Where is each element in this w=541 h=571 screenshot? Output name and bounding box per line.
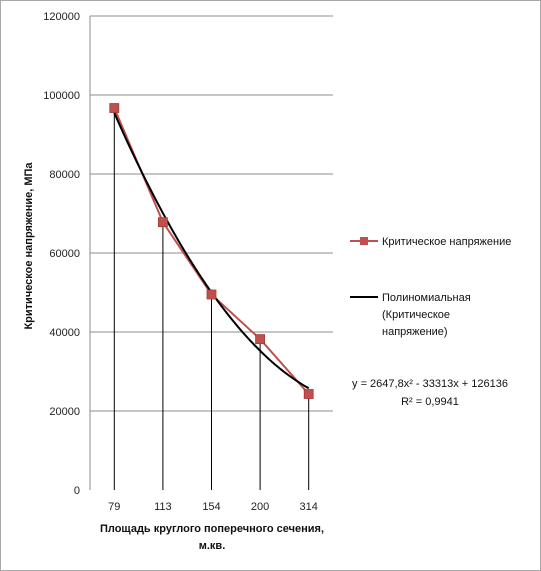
legend-label-polynomial-line-1: Полиномиальная: [382, 292, 471, 304]
x-axis-title-line-1: Площадь круглого поперечного сечения,: [100, 523, 324, 535]
legend: Критическое напряжение Полиномиальная (К…: [350, 236, 511, 338]
y-tick-80000: 80000: [49, 169, 80, 181]
y-tick-120000: 120000: [43, 11, 80, 23]
x-tick-labels: 79 113 154 200 314: [108, 501, 318, 513]
y-tick-40000: 40000: [49, 327, 80, 339]
grid-lines: [90, 15, 333, 412]
x-tick-154: 154: [202, 501, 220, 513]
x-tick-314: 314: [300, 501, 318, 513]
y-tick-60000: 60000: [49, 248, 80, 260]
drop-lines: [113, 108, 310, 490]
marker-200: [255, 334, 266, 345]
x-tick-79: 79: [108, 501, 120, 513]
legend-label-critical-stress: Критическое напряжение: [382, 236, 511, 248]
marker-113: [157, 217, 168, 228]
y-tick-20000: 20000: [49, 406, 80, 418]
y-tick-0: 0: [74, 485, 80, 497]
trendline-equation: y = 2647,8x² - 33313x + 126136: [352, 378, 508, 390]
series-layer: [109, 103, 314, 399]
x-axis-title-line-2: м.кв.: [199, 540, 226, 552]
marker-154: [206, 289, 217, 300]
marker-79: [109, 103, 120, 113]
trendline-r-squared: R² = 0,9941: [401, 396, 459, 408]
x-tick-113: 113: [154, 501, 172, 513]
y-tick-labels: 0 20000 40000 60000 80000 100000 120000: [43, 11, 80, 497]
marker-314: [303, 389, 314, 399]
y-tick-100000: 100000: [43, 90, 80, 102]
y-axis-title: Критическое напряжение, МПа: [23, 162, 35, 330]
legend-label-polynomial-line-2: (Критическое: [382, 309, 450, 321]
x-tick-200: 200: [251, 501, 269, 513]
legend-marker-critical-stress: [360, 237, 368, 245]
legend-label-polynomial-line-3: напряжение): [382, 326, 448, 338]
